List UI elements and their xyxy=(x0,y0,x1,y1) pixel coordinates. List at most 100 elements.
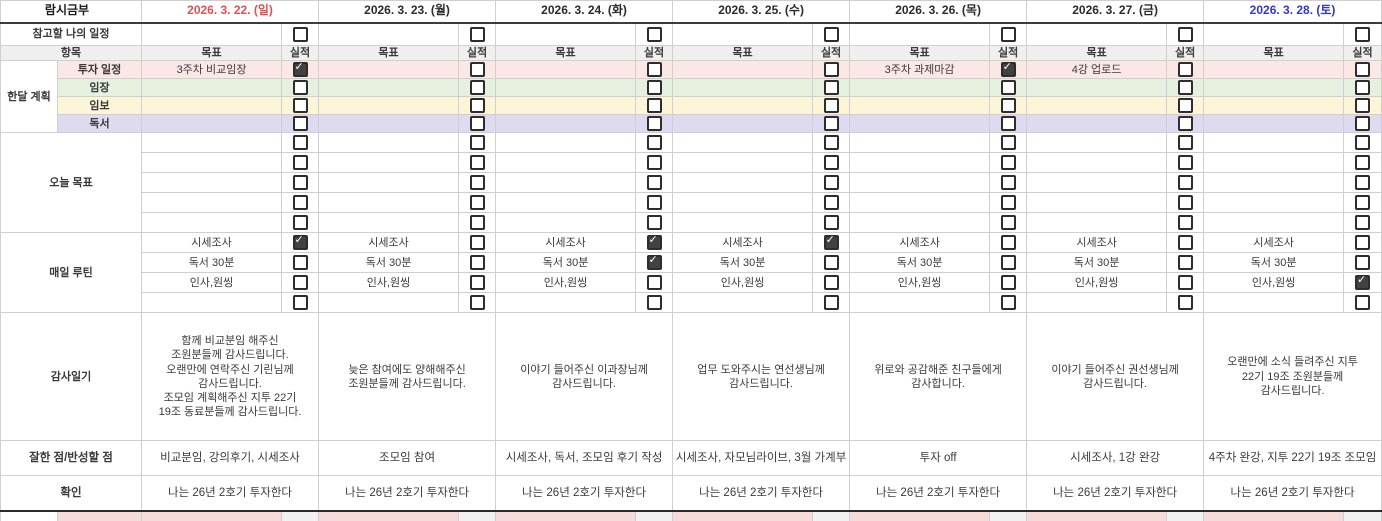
routine-checkbox[interactable] xyxy=(646,255,662,271)
routine-goal-cell[interactable]: 독서 30분 xyxy=(495,252,637,274)
affirmation-cell[interactable]: 나는 26년 2호기 투자한다 xyxy=(318,475,497,512)
today-goal-goal-cell[interactable] xyxy=(1026,152,1168,174)
today-goal-checkbox[interactable] xyxy=(469,215,485,231)
monthly-plan-checkbox[interactable] xyxy=(646,62,662,78)
today-goal-checkbox[interactable] xyxy=(646,215,662,231)
today-goal-checkbox[interactable] xyxy=(823,135,839,151)
today-goal-checkbox[interactable] xyxy=(1000,195,1016,211)
today-goal-checkbox[interactable] xyxy=(1355,155,1371,171)
today-goal-goal-cell[interactable] xyxy=(1026,172,1168,194)
routine-goal-cell[interactable]: 독서 30분 xyxy=(1203,252,1345,274)
routine-checkbox[interactable] xyxy=(469,255,485,271)
ref-checkbox[interactable] xyxy=(646,26,662,42)
routine-goal-cell[interactable] xyxy=(318,292,460,314)
today-goal-goal-cell[interactable] xyxy=(318,212,460,234)
today-goal-goal-cell[interactable] xyxy=(849,132,991,154)
today-goal-goal-cell[interactable] xyxy=(495,172,637,194)
gratitude-cell[interactable]: 이야기 들어주신 권선생님께 감사드립니다. xyxy=(1026,312,1205,442)
routine-goal-cell[interactable] xyxy=(849,292,991,314)
routine-checkbox[interactable] xyxy=(469,235,485,251)
gratitude-cell[interactable]: 오랜만에 소식 들려주신 지투 22기 19조 조원분들께 감사드립니다. xyxy=(1203,312,1382,442)
today-goal-goal-cell[interactable] xyxy=(672,212,814,234)
ref-goal-cell[interactable] xyxy=(495,22,637,46)
today-goal-checkbox[interactable] xyxy=(1355,195,1371,211)
today-goal-checkbox[interactable] xyxy=(823,195,839,211)
monthly-plan-checkbox[interactable] xyxy=(1000,62,1016,78)
today-goal-checkbox[interactable] xyxy=(1177,215,1193,231)
routine-goal-cell[interactable] xyxy=(672,292,814,314)
today-goal-goal-cell[interactable] xyxy=(672,132,814,154)
monthly-plan-checkbox[interactable] xyxy=(646,116,662,132)
monthly-plan-checkbox[interactable] xyxy=(469,62,485,78)
monthly-plan-goal-cell[interactable] xyxy=(1203,60,1345,80)
today-goal-goal-cell[interactable] xyxy=(1203,152,1345,174)
today-goal-goal-cell[interactable] xyxy=(141,212,283,234)
today-goal-checkbox[interactable] xyxy=(1355,135,1371,151)
today-goal-checkbox[interactable] xyxy=(292,155,308,171)
today-goal-goal-cell[interactable] xyxy=(318,132,460,154)
monthly-plan-checkbox[interactable] xyxy=(646,98,662,114)
today-goal-goal-cell[interactable] xyxy=(849,212,991,234)
today-goal-checkbox[interactable] xyxy=(1177,135,1193,151)
monthly-plan-goal-cell[interactable] xyxy=(318,96,460,116)
today-goal-goal-cell[interactable] xyxy=(495,152,637,174)
routine-checkbox[interactable] xyxy=(823,295,839,311)
routine-goal-cell[interactable]: 독서 30분 xyxy=(318,252,460,274)
routine-goal-cell[interactable]: 인사,원씽 xyxy=(318,272,460,294)
today-goal-goal-cell[interactable] xyxy=(318,192,460,214)
routine-goal-cell[interactable]: 시세조사 xyxy=(495,232,637,254)
routine-goal-cell[interactable]: 시세조사 xyxy=(672,232,814,254)
today-goal-checkbox[interactable] xyxy=(646,175,662,191)
routine-goal-cell[interactable]: 인사,원씽 xyxy=(1203,272,1345,294)
review-cell[interactable]: 투자 off xyxy=(849,440,1028,477)
today-goal-checkbox[interactable] xyxy=(292,175,308,191)
monthly-plan-goal-cell[interactable] xyxy=(318,60,460,80)
routine-checkbox[interactable] xyxy=(1000,295,1016,311)
routine-goal-cell[interactable] xyxy=(495,292,637,314)
routine-checkbox[interactable] xyxy=(292,275,308,291)
routine-checkbox[interactable] xyxy=(1177,275,1193,291)
today-goal-goal-cell[interactable] xyxy=(495,192,637,214)
routine-checkbox[interactable] xyxy=(1000,255,1016,271)
next-week-actual-cell[interactable] xyxy=(458,510,497,521)
routine-checkbox[interactable] xyxy=(1355,235,1371,251)
next-week-actual-cell[interactable] xyxy=(1343,510,1382,521)
routine-checkbox[interactable] xyxy=(469,295,485,311)
today-goal-checkbox[interactable] xyxy=(1000,175,1016,191)
today-goal-goal-cell[interactable] xyxy=(1203,172,1345,194)
today-goal-goal-cell[interactable] xyxy=(495,212,637,234)
monthly-plan-goal-cell[interactable] xyxy=(495,96,637,116)
today-goal-checkbox[interactable] xyxy=(823,155,839,171)
today-goal-checkbox[interactable] xyxy=(1177,175,1193,191)
routine-checkbox[interactable] xyxy=(646,275,662,291)
today-goal-checkbox[interactable] xyxy=(823,215,839,231)
ref-checkbox[interactable] xyxy=(1177,26,1193,42)
monthly-plan-goal-cell[interactable] xyxy=(849,78,991,98)
ref-goal-cell[interactable] xyxy=(672,22,814,46)
monthly-plan-checkbox[interactable] xyxy=(292,80,308,96)
today-goal-goal-cell[interactable] xyxy=(849,172,991,194)
today-goal-goal-cell[interactable] xyxy=(672,152,814,174)
today-goal-goal-cell[interactable] xyxy=(318,152,460,174)
review-cell[interactable]: 4주차 완강, 지투 22기 19조 조모임 xyxy=(1203,440,1382,477)
routine-goal-cell[interactable]: 인사,원씽 xyxy=(495,272,637,294)
routine-goal-cell[interactable] xyxy=(1203,292,1345,314)
next-week-goal-cell[interactable] xyxy=(495,510,637,521)
routine-checkbox[interactable] xyxy=(1000,235,1016,251)
today-goal-goal-cell[interactable] xyxy=(141,172,283,194)
ref-checkbox[interactable] xyxy=(469,26,485,42)
monthly-plan-checkbox[interactable] xyxy=(1355,98,1371,114)
today-goal-goal-cell[interactable] xyxy=(849,192,991,214)
monthly-plan-goal-cell[interactable] xyxy=(495,114,637,134)
next-week-goal-cell[interactable] xyxy=(318,510,460,521)
next-week-actual-cell[interactable] xyxy=(281,510,320,521)
today-goal-goal-cell[interactable] xyxy=(1203,212,1345,234)
ref-goal-cell[interactable] xyxy=(141,22,283,46)
routine-checkbox[interactable] xyxy=(292,255,308,271)
monthly-plan-goal-cell[interactable] xyxy=(672,114,814,134)
ref-checkbox[interactable] xyxy=(292,26,308,42)
routine-checkbox[interactable] xyxy=(469,275,485,291)
monthly-plan-checkbox[interactable] xyxy=(823,98,839,114)
gratitude-cell[interactable]: 함께 비교분임 해주신 조원분들께 감사드립니다. 오랜만에 연락주신 기린님께… xyxy=(141,312,320,442)
monthly-plan-goal-cell[interactable] xyxy=(849,114,991,134)
